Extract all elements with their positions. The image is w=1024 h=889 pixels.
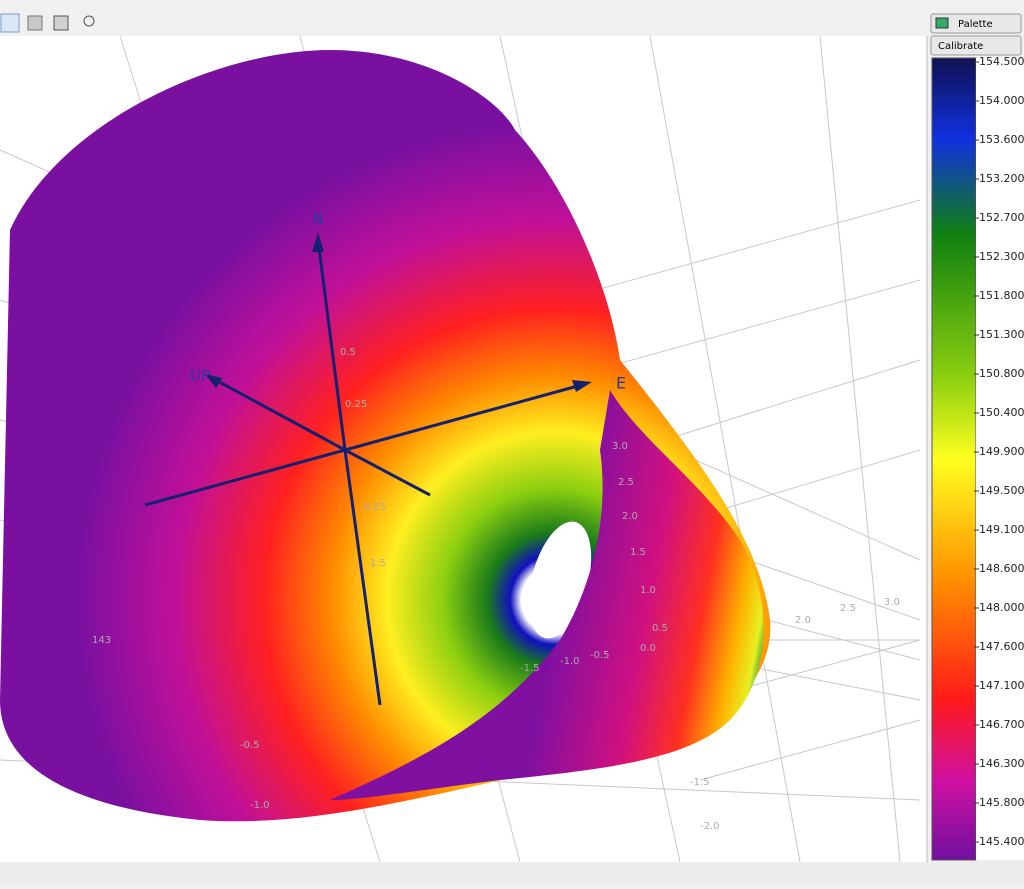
- surface-hole: [528, 521, 592, 639]
- axis-cross: [144, 239, 586, 706]
- colorbar-label: 152.700: [979, 211, 1024, 224]
- plot-tick-label: -0.5: [590, 650, 610, 661]
- colorbar-label: 154.000: [979, 94, 1024, 107]
- colorbar-label: 148.600: [979, 562, 1024, 575]
- plot-tick-label: 2.5: [840, 603, 856, 614]
- calibrate-button[interactable]: [930, 35, 1022, 56]
- colorbar-label: 151.800: [979, 289, 1024, 302]
- plot-tick-label: 3.0: [884, 597, 900, 608]
- colorbar-labels-bg: [976, 58, 1024, 860]
- divider: [926, 36, 928, 862]
- plot-tick-label: 1.5: [630, 547, 646, 558]
- plot-labels: 0.5 0.25 -0.25 1.5 3.0 2.5 2.0 1.5 1.0 0.5 0.0 -0.5…: [92, 347, 900, 832]
- axis-label: N: [313, 212, 323, 228]
- toolbar: [0, 0, 1024, 36]
- plot-tick-label: 0.0: [640, 643, 656, 654]
- axis-arrows: [205, 232, 592, 392]
- colorbar-label: 150.800: [979, 367, 1024, 380]
- colorbar-label: 149.900: [979, 445, 1024, 458]
- plot-tick-label: 0.5: [340, 347, 356, 358]
- tool-button[interactable]: [0, 13, 20, 33]
- tool-button[interactable]: [27, 15, 43, 31]
- axis-label: UP: [190, 367, 210, 385]
- axis-label: E: [616, 374, 626, 393]
- colorbar-label: 149.100: [979, 523, 1024, 536]
- plot-tick-label: 0.5: [652, 623, 668, 634]
- plot-tick-label: -0.5: [240, 740, 260, 751]
- colorbar-label: 154.500: [979, 55, 1024, 68]
- colorbar-label: 151.300: [979, 328, 1024, 341]
- plot-tick-label: -2.0: [700, 821, 720, 832]
- palette-button[interactable]: [930, 13, 1022, 34]
- colorbar-label: 145.400: [979, 835, 1024, 848]
- palette-icon: [935, 17, 949, 29]
- plot-tick-label: 3.0: [612, 441, 628, 452]
- colorbar-label: 146.700: [979, 718, 1024, 731]
- colorbar-label: 145.800: [979, 796, 1024, 809]
- surface-flap: [330, 390, 764, 800]
- tool-button[interactable]: [83, 15, 95, 27]
- plot-tick-label: -0.25: [360, 502, 386, 513]
- colorbar-label: 153.200: [979, 172, 1024, 185]
- plot-tick-label: -1.5: [520, 663, 540, 674]
- plot-tick-label: 1.5: [370, 558, 386, 569]
- tool-button[interactable]: [53, 15, 69, 31]
- colorbar-label: 149.500: [979, 484, 1024, 497]
- plot-tick-label: 2.5: [618, 477, 634, 488]
- plot-tick-label: 2.0: [622, 511, 638, 522]
- colorbar-label: 150.400: [979, 406, 1024, 419]
- scene: N E UP 0.50.25-0.251.53.02.52.01.51.00.5…: [0, 36, 921, 862]
- toolbar-icons: [0, 13, 95, 33]
- plot-tick-label: -1.0: [560, 656, 580, 667]
- colorbar: [931, 57, 977, 861]
- status-bar: [0, 862, 1024, 885]
- plot-tick-label: -1.0: [250, 800, 270, 811]
- plot-tick-label: -1.5: [690, 777, 710, 788]
- colorbar-label: 147.100: [979, 679, 1024, 692]
- colorbar-label: 147.600: [979, 640, 1024, 653]
- plot-tick-label: 0.25: [345, 399, 367, 410]
- colorbar-label: 148.000: [979, 601, 1024, 614]
- plot-tick-label: 1.0: [640, 585, 656, 596]
- plot-tick-label: 143: [92, 635, 111, 646]
- colorbar-label: 152.300: [979, 250, 1024, 263]
- button-label: Palette: [958, 19, 993, 30]
- button-label: Calibrate: [938, 41, 983, 52]
- colorbar-labels: 154.500 154.000 153.600 153.200 152.700 152.3…: [974, 55, 1024, 848]
- plot-tick-label: 2.0: [795, 615, 811, 626]
- colorbar-label: 146.300: [979, 757, 1024, 770]
- colorbar-label: 153.600: [979, 133, 1024, 146]
